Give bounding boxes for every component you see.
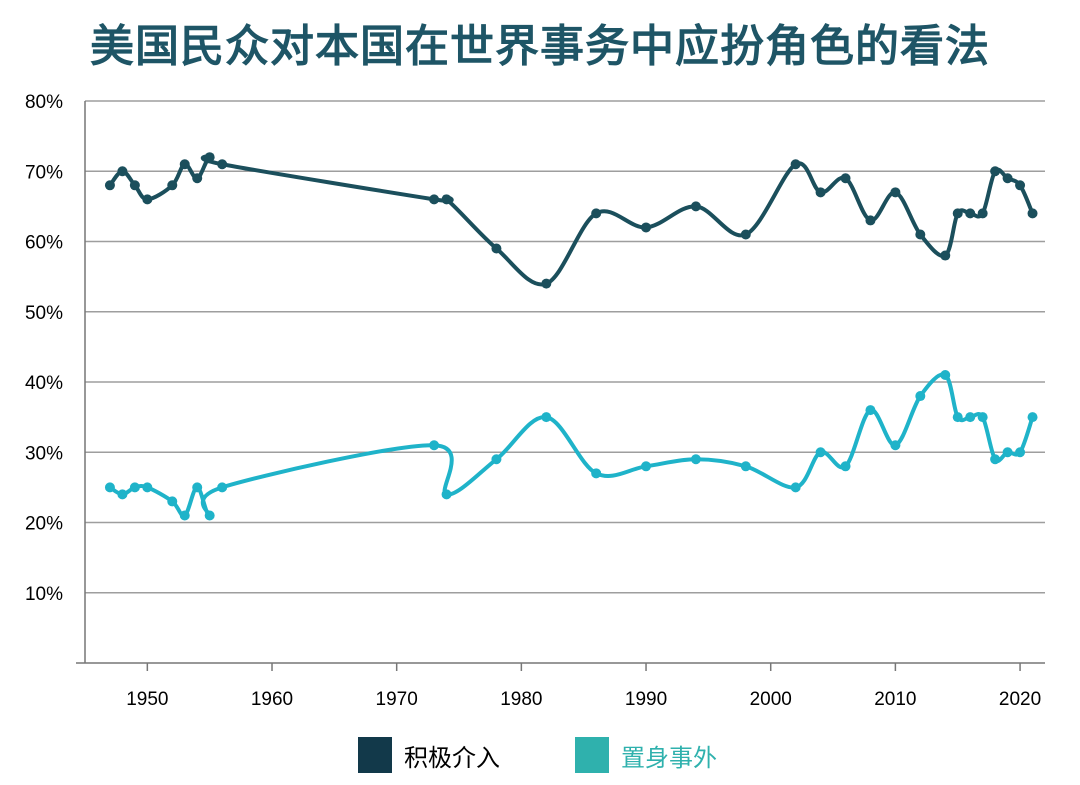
- x-axis-tick-labels: 1950 1960 1970 1980 1990 2000 2010 2020: [126, 689, 1041, 710]
- data-point-1-2004: [815, 447, 826, 458]
- data-point-0-1949: [129, 180, 140, 191]
- data-point-0-2018: [990, 166, 1001, 177]
- x-tick-label: 2020: [999, 689, 1041, 710]
- y-tick-label: 60%: [25, 233, 63, 254]
- data-point-0-2016: [965, 208, 976, 219]
- data-point-0-1973: [429, 194, 440, 205]
- data-point-0-2020: [1015, 180, 1026, 191]
- y-tick-label: 10%: [25, 584, 63, 605]
- series-line-0: [107, 154, 1035, 287]
- data-point-1-1947: [104, 482, 115, 493]
- data-point-1-1954: [192, 482, 203, 493]
- x-tick-label: 1960: [251, 689, 293, 710]
- x-tick-label: 1970: [376, 689, 418, 710]
- data-point-0-2006: [840, 173, 851, 184]
- legend-item-engaged: 积极介入: [358, 735, 500, 775]
- legend-label-stay-out: 置身事外: [621, 743, 717, 772]
- y-tick-label: 50%: [25, 303, 63, 324]
- data-point-0-2008: [865, 215, 876, 226]
- y-tick-label: 20%: [25, 514, 63, 535]
- data-point-0-1947: [104, 180, 115, 191]
- data-point-1-2002: [790, 482, 801, 493]
- data-point-1-1978: [491, 454, 502, 465]
- y-tick-label: 70%: [25, 162, 63, 183]
- data-point-1-2006: [840, 461, 851, 472]
- axes: [76, 101, 1045, 671]
- data-point-0-1998: [740, 229, 751, 240]
- data-point-1-2019: [1002, 447, 1013, 458]
- data-point-1-1949: [129, 482, 140, 493]
- data-point-1-2014: [940, 369, 951, 380]
- data-point-0-1948: [117, 166, 128, 177]
- data-point-1-1982: [541, 412, 552, 423]
- data-point-1-1948: [117, 489, 128, 500]
- data-point-0-2004: [815, 187, 826, 198]
- data-point-1-2021: [1027, 412, 1038, 423]
- data-point-0-1986: [591, 208, 602, 219]
- data-point-0-1994: [690, 201, 701, 212]
- data-point-1-1956: [217, 482, 228, 493]
- legend-swatch-engaged: [358, 737, 392, 773]
- data-point-0-2002: [790, 159, 801, 170]
- data-point-0-2014: [940, 250, 951, 261]
- data-point-0-1954: [192, 173, 203, 184]
- y-tick-label: 80%: [25, 92, 63, 113]
- data-point-1-1990: [641, 461, 652, 472]
- data-point-0-1956: [217, 159, 228, 170]
- data-point-1-1953: [179, 510, 190, 521]
- data-point-1-1950: [142, 482, 153, 493]
- x-tick-label: 1950: [126, 689, 168, 710]
- data-point-0-2019: [1002, 173, 1013, 184]
- data-point-0-1982: [541, 278, 552, 289]
- data-point-0-1950: [142, 194, 153, 205]
- y-axis-tick-labels: 10% 20% 30% 40% 50% 60% 70% 80%: [25, 92, 63, 605]
- data-point-1-2008: [865, 405, 876, 416]
- series-group: [104, 152, 1038, 521]
- data-point-1-1955: [204, 510, 215, 521]
- line-chart: 10% 20% 30% 40% 50% 60% 70% 80% 1950 1960 1970 198…: [25, 92, 1045, 710]
- data-point-0-1978: [491, 243, 502, 254]
- legend-swatch-stay-out: [575, 737, 609, 773]
- data-point-1-1986: [591, 468, 602, 479]
- data-point-0-2021: [1027, 208, 1038, 219]
- y-tick-label: 40%: [25, 373, 63, 394]
- data-point-0-2015: [952, 208, 963, 219]
- data-point-1-2020: [1015, 447, 1026, 458]
- data-point-1-2015: [952, 412, 963, 423]
- chart-title: 美国民众对本国在世界事务中应扮角色的看法: [90, 21, 990, 72]
- data-point-0-1953: [179, 159, 190, 170]
- data-point-0-1990: [641, 222, 652, 233]
- data-point-1-1974: [441, 489, 452, 500]
- data-point-0-1952: [167, 180, 178, 191]
- legend-label-engaged: 积极介入: [404, 743, 500, 772]
- data-point-0-2012: [915, 229, 926, 240]
- data-point-1-2010: [890, 440, 901, 451]
- data-point-1-1952: [167, 496, 178, 507]
- data-point-1-2017: [977, 412, 988, 423]
- data-point-1-2012: [915, 391, 926, 402]
- x-tick-label: 1980: [500, 689, 542, 710]
- data-point-1-1998: [740, 461, 751, 472]
- data-point-1-1973: [429, 440, 440, 451]
- legend-item-stay-out: 置身事外: [575, 735, 717, 775]
- data-point-0-2017: [977, 208, 988, 219]
- data-point-0-2010: [890, 187, 901, 198]
- data-point-1-2018: [990, 454, 1001, 465]
- x-tick-label: 2000: [750, 689, 792, 710]
- gridlines: [85, 100, 1045, 594]
- x-tick-label: 2010: [874, 689, 916, 710]
- data-point-0-1974: [441, 194, 452, 205]
- data-point-1-1994: [690, 454, 701, 465]
- x-tick-label: 1990: [625, 689, 667, 710]
- data-point-1-2016: [965, 412, 976, 423]
- y-tick-label: 30%: [25, 443, 63, 464]
- data-point-0-1955: [204, 152, 215, 163]
